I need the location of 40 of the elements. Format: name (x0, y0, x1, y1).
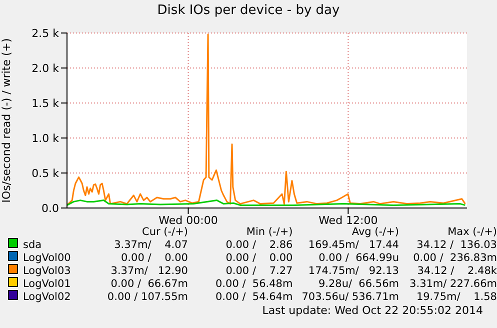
text: 174.75m/ 92.13 (307, 264, 399, 277)
text: Cur (-/+) (141, 226, 188, 238)
text: 3.31m/ 227.66m (408, 277, 497, 290)
text: 0.00 / 54.64m (214, 290, 293, 303)
text: 0.00 / 664.99u (318, 251, 399, 264)
y-tick-label: 0.5 k (32, 166, 60, 180)
legend-label: LogVol00 (22, 251, 72, 264)
y-tick-label: 1.0 k (32, 132, 60, 145)
text: 0.00 / 107.55m (106, 290, 188, 303)
legend-label: LogVol02 (22, 290, 72, 303)
legend-label: LogVol03 (22, 264, 72, 277)
x-tick-label: Wed 12:00 (318, 214, 378, 227)
text: 34.12 / 2.48k (416, 264, 497, 277)
legend-label: LogVol01 (22, 277, 72, 290)
text: Min (-/+) (245, 226, 293, 238)
text: 0.00 / 56.48m (214, 277, 293, 290)
y-tick-label: 0.0 (42, 202, 59, 215)
text: 0.00 / 66.67m (110, 277, 188, 290)
text: 34.12 / 136.03 (416, 238, 497, 251)
text: 169.45m/ 17.44 (307, 238, 399, 251)
chart-title: Disk IOs per device - by day (156, 3, 341, 18)
text: 0.00 / 0.00 (120, 251, 188, 264)
text: 0.00 / 0.00 (224, 251, 293, 264)
y-tick-label: 2.0 k (32, 62, 60, 75)
legend-label: sda (22, 238, 43, 251)
text: 703.56u/ 536.71m (300, 290, 399, 303)
text: 9.28u/ 66.56m (317, 277, 399, 290)
text: 3.37m/ 4.07 (113, 238, 188, 251)
text: Avg (-/+) (350, 226, 399, 238)
text: Last update: Wed Oct 22 20:55:02 2014 (262, 304, 483, 317)
y-axis-title: IOs/second read (-) / write (+) (0, 38, 13, 203)
text: 0.00 / 2.86 (224, 238, 293, 251)
x-tick-label: Wed 00:00 (158, 214, 218, 227)
text: 0.00 / 7.27 (224, 264, 293, 277)
text: Max (-/+) (446, 226, 497, 238)
text: 19.75m/ 1.58 (415, 290, 497, 303)
y-tick-label: 2.5 k (32, 26, 60, 40)
text: 0.00 / 236.83m (412, 251, 497, 264)
y-tick-label: 1.5 k (32, 96, 60, 110)
text: 3.37m/ 12.90 (110, 264, 188, 277)
